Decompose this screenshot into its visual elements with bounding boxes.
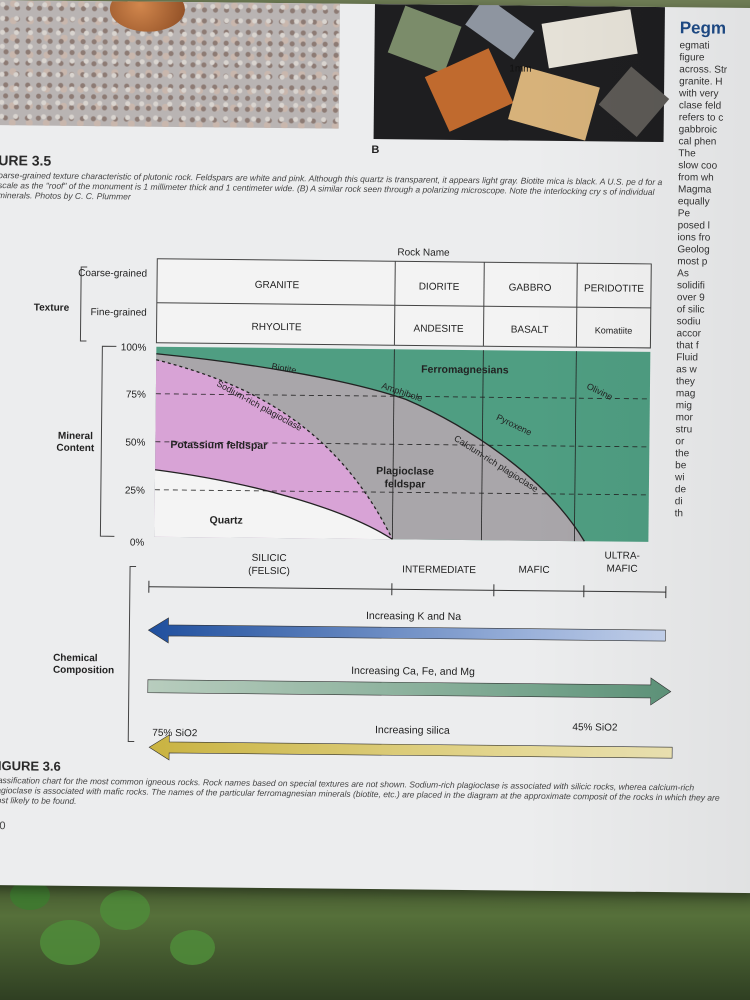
label-plagioclase-feldspar-2: feldspar (384, 478, 425, 490)
quartz-region (154, 469, 393, 540)
label-quartz: Quartz (210, 514, 243, 526)
sio2-75-label: 75% SiO2 (152, 728, 198, 739)
texture-label: Texture (34, 302, 70, 313)
arrow-k-na-label: Increasing K and Na (366, 610, 461, 623)
book-page: 1mm B URE 3.5 oarse-grained texture char… (0, 0, 750, 894)
mineral-content-label-2: Content (56, 443, 95, 454)
rock-andesite: ANDESITE (414, 323, 464, 335)
clover-leaf (100, 890, 150, 930)
class-ultra: ULTRA- (604, 550, 639, 561)
arrow-silica-label: Increasing silica (375, 724, 450, 737)
clover-leaf (40, 920, 100, 965)
ytick-50: 50% (125, 437, 145, 448)
sio2-45-label: 45% SiO2 (572, 722, 618, 733)
arrow-k-na (147, 617, 666, 644)
arrow-ca-fe-mg-label: Increasing Ca, Fe, and Mg (351, 665, 475, 678)
page-number: 60 (0, 820, 6, 833)
fine-grained-label: Fine-grained (91, 307, 147, 319)
chemical-composition-label-2: Composition (53, 665, 114, 677)
rock-diorite: DIORITE (419, 282, 460, 293)
clover-leaf (170, 930, 215, 965)
label-potassium-feldspar: Potassium feldspar (170, 439, 267, 452)
igneous-classification-diagram: Rock Name GRANITE DIORITE GABBRO PERIDOT… (34, 247, 673, 761)
rock-name-header: Rock Name (397, 247, 450, 259)
rock-gabbro: GABBRO (509, 282, 552, 293)
chemical-composition-label: Chemical (53, 653, 98, 664)
label-biotite: Biotite (271, 361, 297, 375)
rock-name-table: GRANITE DIORITE GABBRO PERIDOTITE RHYOLI… (155, 258, 652, 349)
ytick-100: 100% (121, 342, 147, 353)
coarse-grained-label: Coarse-grained (78, 268, 147, 280)
ytick-75: 75% (126, 389, 146, 400)
ytick-0: 0% (130, 537, 145, 548)
rock-rhyolite: RHYOLITE (252, 322, 302, 334)
class-felsic: (FELSIC) (248, 566, 290, 577)
rock-peridotite: PERIDOTITE (584, 283, 644, 295)
arrow-ca-fe-mg (147, 677, 672, 706)
mineral-content-chart: 100% 75% 50% 25% 0% Mineral Content Biot… (56, 342, 651, 549)
figure-3-6-label: FIGURE 3.6 (0, 758, 61, 774)
chemical-composition: Chemical Composition Increasing K and Na… (53, 565, 673, 761)
rock-granite: GRANITE (255, 280, 300, 291)
ytick-25: 25% (125, 485, 145, 496)
label-ferromagnesians: Ferromagnesians (421, 364, 509, 377)
texture-labels: Texture Coarse-grained Fine-grained (34, 266, 147, 342)
label-plagioclase-feldspar: Plagioclase (376, 465, 434, 478)
mineral-content-label: Mineral (58, 431, 93, 442)
class-silicic: SILICIC (252, 553, 287, 564)
arrow-silica (148, 734, 673, 761)
rock-komatiite: Komatiite (595, 325, 633, 335)
composition-classes: SILICIC (FELSIC) INTERMEDIATE MAFIC ULTR… (148, 550, 667, 599)
rock-basalt: BASALT (511, 324, 549, 335)
class-intermediate: INTERMEDIATE (402, 564, 476, 576)
class-mafic: MAFIC (518, 565, 549, 576)
class-ultramafic: MAFIC (606, 563, 637, 574)
